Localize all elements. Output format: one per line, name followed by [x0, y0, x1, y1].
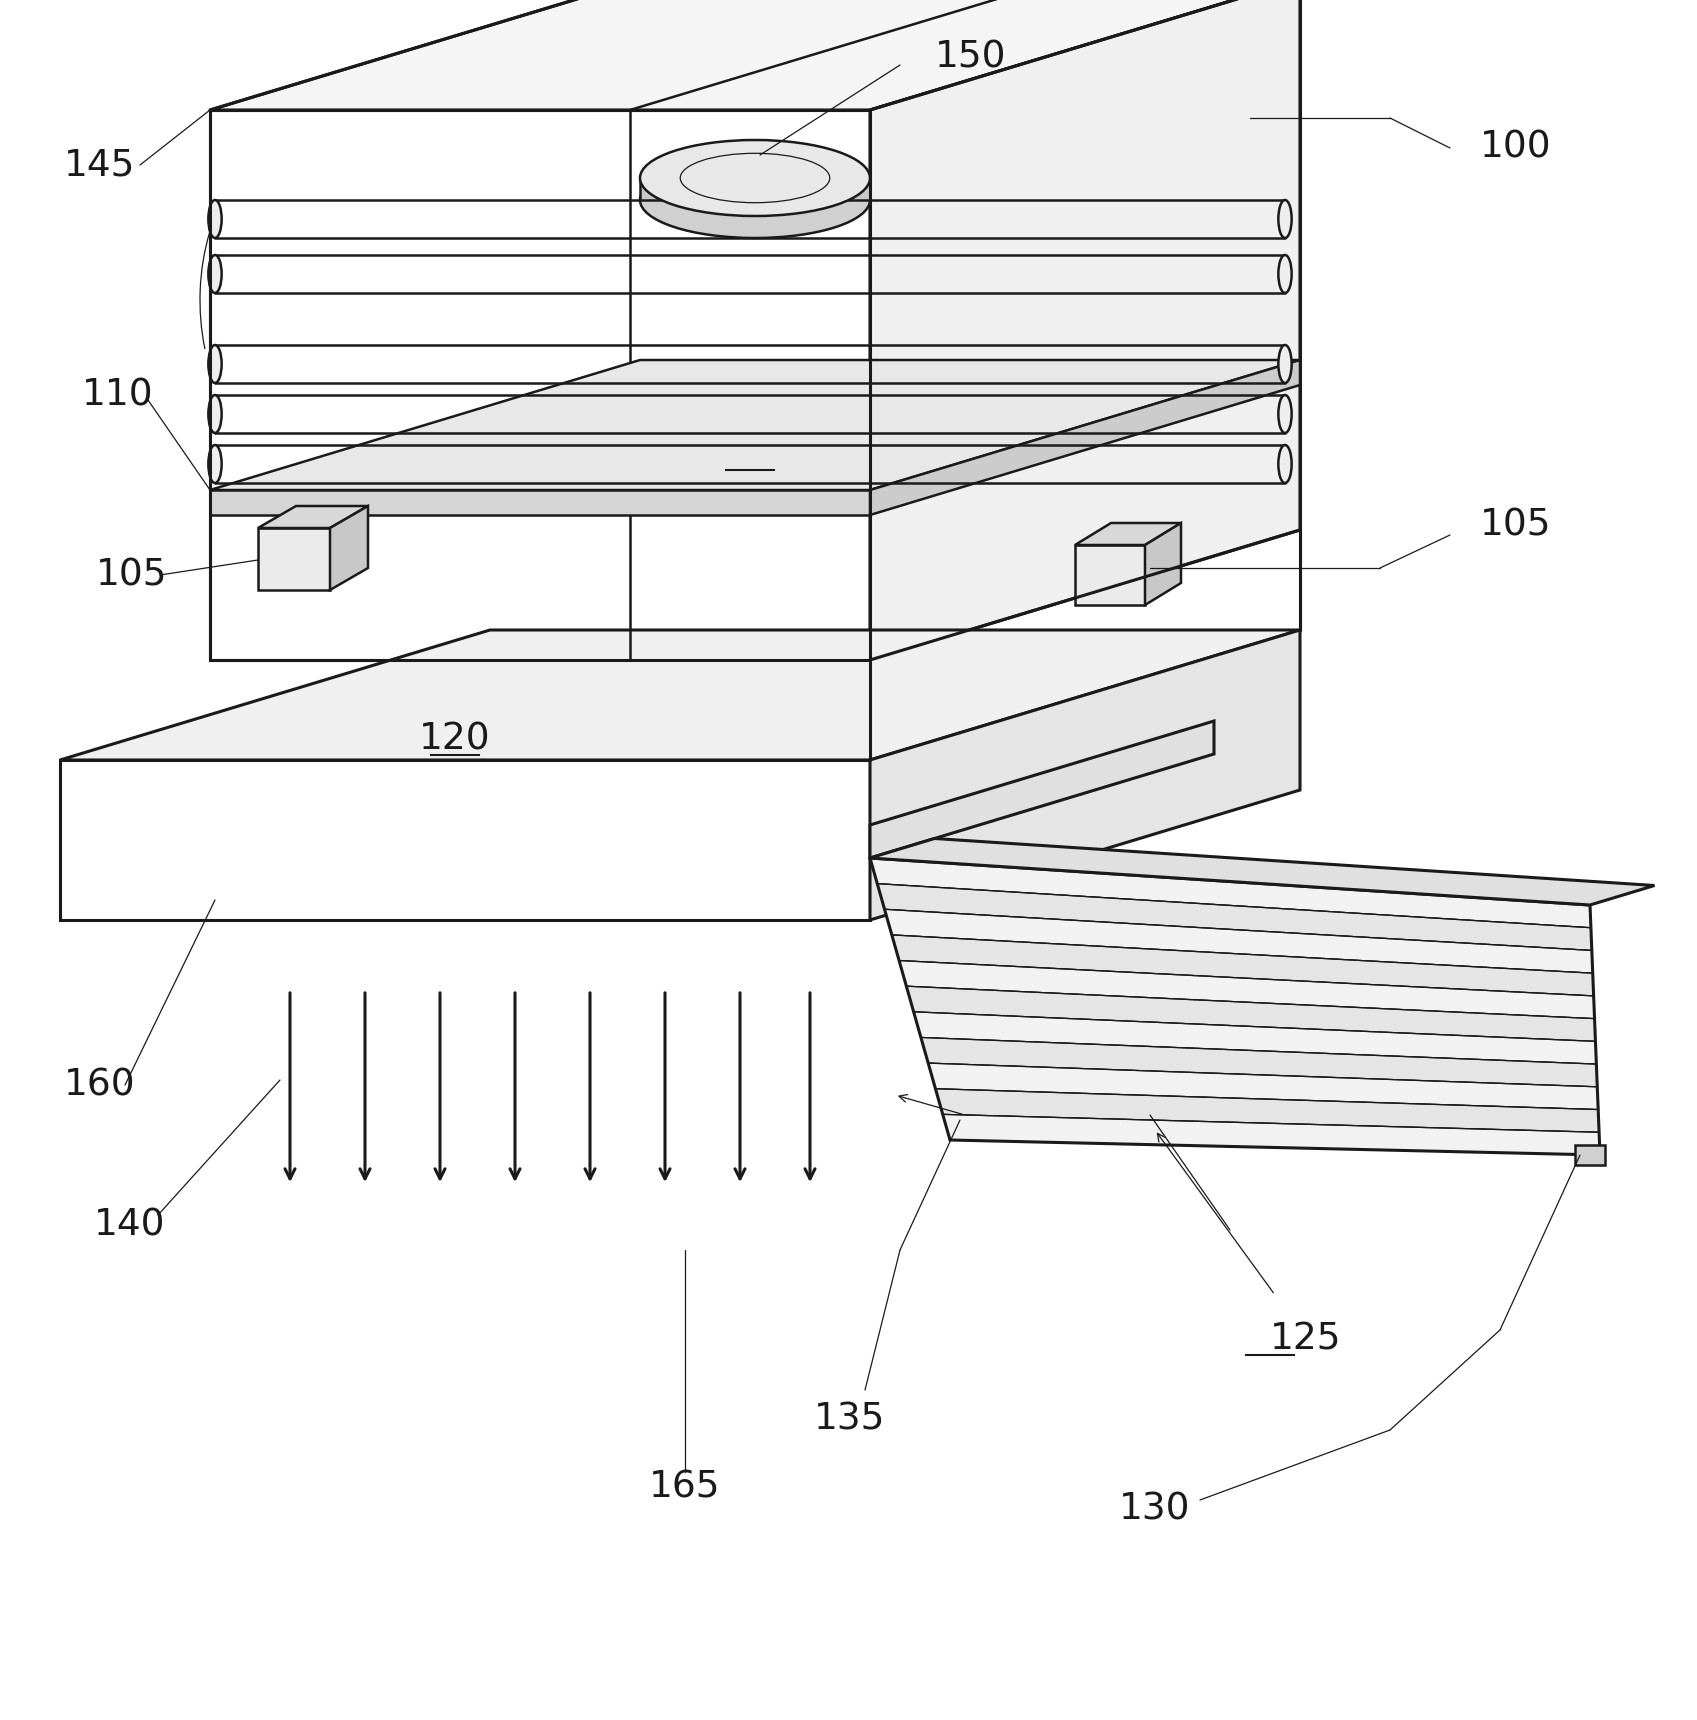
Ellipse shape	[209, 445, 222, 483]
Polygon shape	[1074, 523, 1181, 545]
Text: 130: 130	[1120, 1491, 1191, 1527]
Polygon shape	[640, 177, 871, 200]
Text: 110: 110	[81, 377, 154, 413]
Text: 140: 140	[95, 1207, 166, 1244]
Ellipse shape	[1278, 346, 1291, 384]
Polygon shape	[210, 490, 871, 514]
Polygon shape	[1074, 545, 1145, 605]
Ellipse shape	[209, 255, 222, 292]
Text: 150: 150	[935, 40, 1006, 76]
Polygon shape	[59, 630, 1300, 760]
Polygon shape	[258, 528, 329, 590]
Polygon shape	[871, 0, 1300, 660]
Text: 120: 120	[419, 722, 490, 759]
Polygon shape	[921, 1037, 1597, 1087]
Text: 105: 105	[97, 557, 168, 593]
Ellipse shape	[209, 346, 222, 384]
Polygon shape	[210, 359, 1300, 490]
Polygon shape	[871, 858, 1590, 927]
Polygon shape	[210, 110, 871, 660]
Text: 135: 135	[815, 1402, 886, 1438]
Polygon shape	[871, 359, 1300, 514]
Polygon shape	[871, 721, 1213, 858]
Ellipse shape	[640, 139, 871, 217]
Text: 145: 145	[64, 146, 136, 182]
Polygon shape	[329, 506, 368, 590]
Text: 125: 125	[1269, 1323, 1342, 1359]
Polygon shape	[913, 1011, 1597, 1065]
Polygon shape	[906, 986, 1595, 1041]
Ellipse shape	[640, 162, 871, 237]
Ellipse shape	[1278, 445, 1291, 483]
Ellipse shape	[1278, 255, 1291, 292]
Ellipse shape	[1278, 200, 1291, 237]
Ellipse shape	[1278, 396, 1291, 433]
Text: 160: 160	[64, 1066, 136, 1103]
Polygon shape	[893, 936, 1593, 996]
Polygon shape	[258, 506, 368, 528]
Polygon shape	[871, 839, 1655, 905]
Polygon shape	[1575, 1146, 1605, 1164]
Text: 105: 105	[1480, 507, 1551, 544]
Polygon shape	[59, 760, 871, 920]
Polygon shape	[935, 1089, 1599, 1132]
Text: 165: 165	[650, 1471, 721, 1507]
Polygon shape	[928, 1063, 1599, 1109]
Ellipse shape	[209, 396, 222, 433]
Polygon shape	[877, 884, 1592, 951]
Polygon shape	[210, 0, 1300, 110]
Polygon shape	[871, 630, 1300, 920]
Polygon shape	[1145, 523, 1181, 605]
Text: 100: 100	[1480, 131, 1551, 167]
Ellipse shape	[209, 200, 222, 237]
Polygon shape	[944, 1115, 1600, 1156]
Text: 155: 155	[714, 437, 786, 473]
Polygon shape	[899, 960, 1595, 1018]
Polygon shape	[884, 910, 1593, 974]
